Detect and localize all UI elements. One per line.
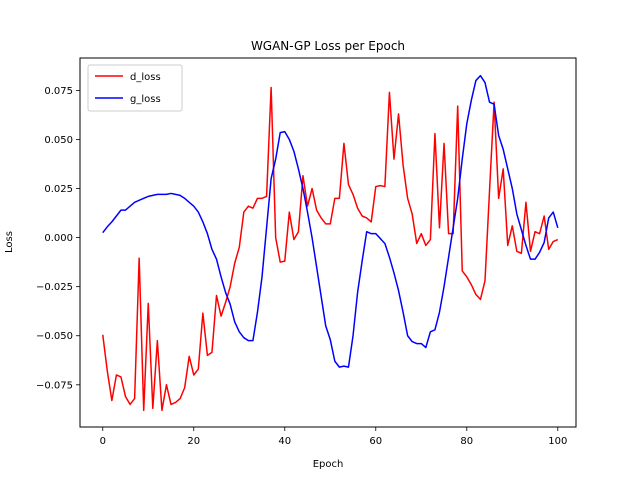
x-tick-label: 0 — [100, 436, 106, 447]
y-tick-label: 0.000 — [44, 233, 73, 244]
y-tick-label: 0.075 — [44, 86, 73, 97]
y-tick-label: −0.025 — [36, 282, 73, 293]
y-axis-label: Loss — [4, 231, 15, 253]
series-line-d-loss — [102, 86, 559, 412]
y-tick-label: −0.050 — [36, 331, 73, 342]
chart-title: WGAN-GP Loss per Epoch — [251, 39, 405, 53]
x-tick-label: 100 — [548, 436, 567, 447]
x-tick-label: 40 — [278, 436, 291, 447]
x-tick-label: 60 — [369, 436, 382, 447]
y-axis: −0.075 −0.050 −0.025 0.000 0.025 0.050 0.075 — [36, 86, 80, 391]
plot-frame — [79, 57, 577, 428]
x-tick-label: 80 — [460, 436, 473, 447]
legend-label-d-loss: d_loss — [130, 72, 161, 83]
plot-area — [79, 57, 577, 428]
x-tick-label: 20 — [187, 436, 200, 447]
y-tick-label: 0.025 — [44, 184, 73, 195]
y-tick-label: 0.050 — [44, 135, 73, 146]
legend-label-g-loss: g_loss — [130, 94, 161, 105]
legend: d_loss g_loss — [87, 64, 183, 112]
x-axis-label: Epoch — [313, 459, 344, 470]
y-tick-label: −0.075 — [36, 380, 73, 391]
series-line-g-loss — [102, 74, 559, 368]
x-axis: 0 20 40 60 80 100 — [100, 427, 567, 447]
